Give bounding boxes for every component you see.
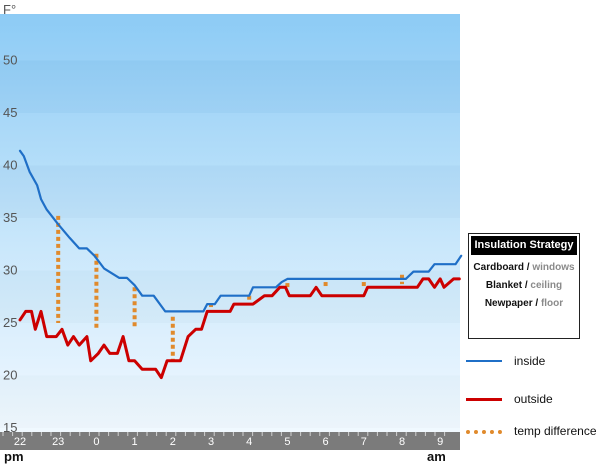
y-axis-unit: F°: [3, 2, 16, 17]
x-tick-label: 9: [437, 436, 443, 448]
plot-background: [0, 8, 460, 432]
series-line-outside: [18, 277, 461, 380]
plot-band: [0, 113, 460, 166]
y-axis-ticks: 15 20 25 30 35 40 45 50: [3, 53, 17, 436]
series-lines: [18, 149, 463, 380]
y-tick-label: 45: [3, 105, 17, 120]
x-axis-bar: 22 23 0 1 2 3 4 5 6 7 8 9: [0, 432, 460, 450]
x-tick-label: 2: [170, 436, 176, 448]
legend-swatch-inside: [466, 360, 502, 362]
x-caption-am: am: [427, 449, 446, 464]
plot-band: [0, 376, 460, 429]
strategy-target: windows: [532, 262, 575, 273]
plot-band: [0, 61, 460, 114]
y-tick-label: 40: [3, 158, 17, 173]
x-tick-label: 5: [284, 436, 290, 448]
series-line-inside: [18, 149, 463, 313]
x-tick-label: 6: [323, 436, 329, 448]
legend-label-temp-difference: temp difference: [514, 424, 597, 438]
strategy-material: Newpaper: [484, 298, 533, 309]
legend-item-inside: inside: [466, 351, 600, 373]
strategy-separator: /: [522, 280, 531, 291]
strategy-target: ceiling: [530, 280, 563, 291]
x-tick-label: 4: [246, 436, 252, 448]
legend-item-temp-difference: temp difference: [466, 421, 600, 443]
insulation-strategy-box: Insulation Strategy Cardboard / windows …: [468, 233, 580, 339]
x-tick-label: 1: [132, 436, 138, 448]
plot-band: [0, 218, 460, 271]
y-tick-label: 25: [3, 315, 17, 330]
legend-label-inside: inside: [514, 354, 546, 368]
x-caption-pm: pm: [4, 449, 24, 464]
plot-band: [0, 323, 460, 376]
strategy-separator: /: [532, 298, 541, 309]
legend-label-outside: outside: [514, 392, 553, 406]
y-tick-label: 30: [3, 263, 17, 278]
x-tick-label: 3: [208, 436, 214, 448]
plot-band: [0, 166, 460, 219]
y-tick-label: 50: [3, 53, 17, 68]
y-tick-label: 35: [3, 210, 17, 225]
strategy-material: Blanket: [485, 280, 523, 291]
x-tick-label: 0: [93, 436, 99, 448]
legend-swatch-temp-difference: [466, 430, 502, 434]
legend-item-outside: outside: [466, 389, 600, 411]
x-axis-band: [0, 432, 460, 450]
strategy-material: Cardboard: [473, 262, 524, 273]
strategy-row-floor: Newpaper / floor: [469, 298, 579, 309]
x-tick-label: 8: [399, 436, 405, 448]
strategy-row-windows: Cardboard / windows: [469, 262, 579, 273]
y-tick-label: 20: [3, 368, 17, 383]
x-tick-label: 22: [14, 436, 26, 448]
strategy-row-ceiling: Blanket / ceiling: [469, 280, 579, 291]
plot-band: [0, 8, 460, 61]
plot-area: [0, 14, 460, 432]
x-tick-label: 23: [52, 436, 64, 448]
strategy-separator: /: [523, 262, 533, 273]
x-tick-label: 7: [361, 436, 367, 448]
y-tick-label: 15: [3, 420, 17, 435]
legend-swatch-outside: [466, 398, 502, 401]
insulation-strategy-title: Insulation Strategy: [471, 236, 577, 255]
strategy-target: floor: [540, 298, 564, 309]
